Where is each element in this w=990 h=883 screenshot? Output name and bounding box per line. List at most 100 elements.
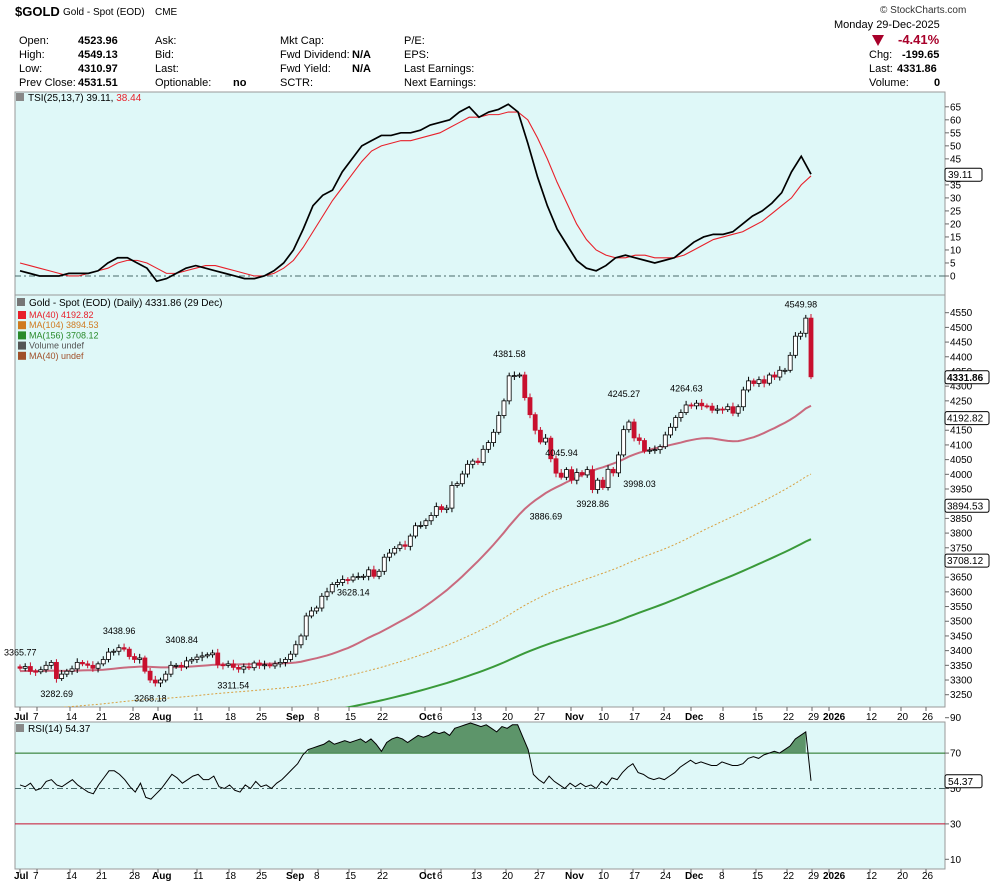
candle-body bbox=[407, 535, 413, 547]
pe-label: P/E: bbox=[404, 35, 425, 47]
candle-body bbox=[782, 369, 788, 372]
candle-body bbox=[647, 449, 653, 452]
candle-body bbox=[376, 570, 382, 577]
tsi-y-tick-label: 5 bbox=[950, 258, 956, 269]
price-y-tick-label: 3750 bbox=[950, 543, 973, 554]
date-label: 17 bbox=[629, 712, 641, 723]
candle-body bbox=[459, 473, 465, 485]
candle-body bbox=[496, 415, 502, 433]
price-y-tick-label: 4400 bbox=[950, 352, 973, 363]
prev-close-label: Prev Close: bbox=[19, 77, 76, 89]
date-label: 25 bbox=[256, 871, 268, 882]
candle-body bbox=[381, 556, 387, 572]
candle-body bbox=[251, 662, 257, 669]
legend-entry: MA(104) 3894.53 bbox=[29, 320, 99, 330]
candle-body bbox=[371, 569, 377, 577]
rsi-last-tag bbox=[944, 774, 983, 789]
candle-body bbox=[220, 664, 226, 667]
price-tag-box bbox=[944, 411, 990, 426]
candle-body bbox=[678, 412, 684, 419]
price-y-tick-label: 3800 bbox=[950, 529, 973, 540]
price-annotation: 4045.94 bbox=[545, 448, 578, 458]
price-y-tick-label: 3650 bbox=[950, 573, 973, 584]
candle-body bbox=[621, 429, 627, 456]
candle-body bbox=[730, 406, 736, 414]
candle-body bbox=[236, 666, 241, 670]
volume-label: Volume: bbox=[869, 77, 909, 89]
price-annotation: 4264.63 bbox=[670, 384, 703, 394]
tsi-y-tick-label: 60 bbox=[950, 115, 962, 126]
date-label: 28 bbox=[129, 871, 141, 882]
date-label: 15 bbox=[345, 871, 357, 882]
date-label: Oct bbox=[419, 871, 436, 882]
candle-body bbox=[433, 506, 439, 516]
candle-body bbox=[314, 607, 320, 612]
date-label: 21 bbox=[96, 871, 108, 882]
date-label: 10 bbox=[598, 712, 610, 723]
candle-body bbox=[501, 400, 507, 416]
price-y-tick-label: 3450 bbox=[950, 631, 973, 642]
date-label: 11 bbox=[193, 712, 204, 723]
candle-body bbox=[366, 569, 372, 577]
price-y-tick-label: 4500 bbox=[950, 323, 973, 334]
candle-body bbox=[194, 656, 200, 660]
date-label: Dec bbox=[685, 871, 704, 882]
candle-body bbox=[132, 656, 137, 660]
candle-body bbox=[714, 408, 720, 411]
candle-body bbox=[751, 380, 757, 384]
candle-body bbox=[210, 652, 215, 656]
date-label: 24 bbox=[660, 871, 672, 882]
ask-label: Ask: bbox=[155, 35, 177, 47]
candle-body bbox=[387, 552, 392, 558]
rsi-y-tick-label: 50 bbox=[950, 784, 962, 795]
candle-body bbox=[673, 417, 679, 428]
candle-body bbox=[652, 449, 658, 452]
price-annotation: 3438.96 bbox=[103, 626, 136, 636]
candle-body bbox=[137, 657, 143, 660]
exchange: CME bbox=[155, 7, 178, 18]
date-label: 10 bbox=[598, 871, 610, 882]
price-annotation: 4381.58 bbox=[493, 349, 526, 359]
price-annotation: 3628.14 bbox=[337, 588, 370, 598]
date-label: 26 bbox=[922, 712, 934, 723]
legend-swatch bbox=[18, 331, 26, 340]
candle-body bbox=[636, 437, 642, 441]
date-label: 25 bbox=[256, 712, 268, 723]
low-label: Low: bbox=[19, 63, 43, 75]
candle-body bbox=[215, 652, 221, 666]
price-y-tick-label: 4150 bbox=[950, 426, 973, 437]
candle-body bbox=[184, 660, 189, 668]
candle-body bbox=[777, 369, 783, 378]
tsi-y-tick-label: 15 bbox=[950, 232, 962, 243]
tsi-legend-swatch bbox=[16, 93, 24, 101]
date-label: 17 bbox=[629, 871, 641, 882]
candle-body bbox=[761, 379, 767, 384]
candle-body bbox=[808, 317, 814, 378]
candle-body bbox=[584, 469, 590, 476]
chg-label: Chg: bbox=[869, 49, 893, 61]
last-price-value: 4331.86 bbox=[897, 63, 937, 75]
tsi-y-tick-label: 20 bbox=[950, 219, 962, 230]
candle-body bbox=[283, 659, 288, 663]
date-label: 22 bbox=[783, 712, 795, 723]
price-y-tick-label: 3500 bbox=[950, 617, 973, 628]
date-label: 7 bbox=[33, 712, 39, 723]
candle-body bbox=[246, 666, 252, 669]
candle-body bbox=[178, 664, 184, 668]
price-legend-title: Gold - Spot (EOD) (Daily) 4331.86 (29 De… bbox=[29, 298, 222, 309]
candle-body bbox=[277, 661, 283, 665]
rsi-y-tick-label: 10 bbox=[950, 855, 962, 866]
tsi-last-tag bbox=[944, 167, 983, 182]
candle-body bbox=[470, 460, 476, 465]
open-value: 4523.96 bbox=[78, 35, 118, 47]
mkt-cap-label: Mkt Cap: bbox=[280, 35, 325, 47]
candle-body bbox=[787, 354, 793, 371]
candle-body bbox=[158, 679, 163, 684]
candle-body bbox=[688, 404, 694, 407]
price-y-tick-label: 3600 bbox=[950, 587, 973, 598]
rsi-y-tick-label: 90 bbox=[950, 713, 962, 724]
candle-body bbox=[558, 472, 564, 478]
candle-body bbox=[303, 615, 309, 637]
rsi-overbought-fill bbox=[308, 723, 529, 754]
ma40-line bbox=[19, 404, 812, 673]
